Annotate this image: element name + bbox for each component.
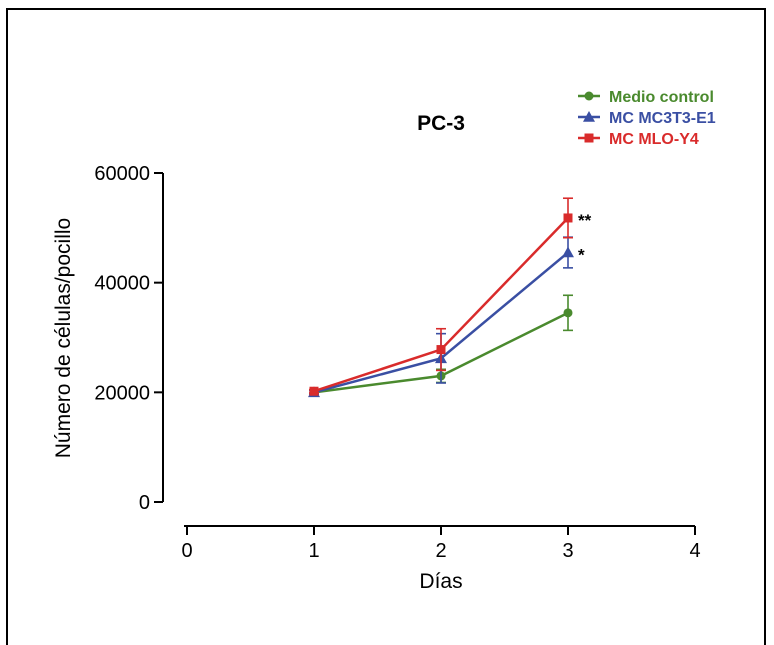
y-tick-label: 60000 [94,163,150,185]
legend-swatch-marker [584,133,594,143]
y-tick-label: 40000 [94,273,150,295]
legend-item: Medio control [578,89,714,106]
legend-label: MC MLO-Y4 [609,131,699,148]
y-tick-label: 20000 [94,382,150,404]
x-axis-label: Días [419,570,462,593]
legend-item: MC MLO-Y4 [578,131,699,148]
legend-label: Medio control [609,89,714,106]
legend-label: MC MC3T3-E1 [609,110,716,127]
legend-item: MC MC3T3-E1 [578,110,716,127]
legend-swatch-marker [583,111,595,122]
y-tick-label: 0 [139,492,150,514]
legend-swatch-marker [584,91,594,101]
x-tick-label: 1 [308,540,319,562]
data-point [436,345,446,355]
data-point [309,386,319,396]
data-point [563,213,573,223]
data-point [562,246,574,258]
chart-frame [6,8,766,645]
significance-marker: * [578,246,585,265]
x-tick-label: 3 [562,540,573,562]
series-2 [309,197,573,396]
chart-title: PC-3 [417,112,465,135]
significance-marker: ** [578,211,592,230]
data-point [563,308,573,318]
x-tick-label: 2 [435,540,446,562]
x-tick-label: 0 [181,540,192,562]
series-1 [308,236,574,398]
x-tick-label: 4 [689,540,700,562]
y-axis-label: Número de células/pocillo [52,218,75,458]
